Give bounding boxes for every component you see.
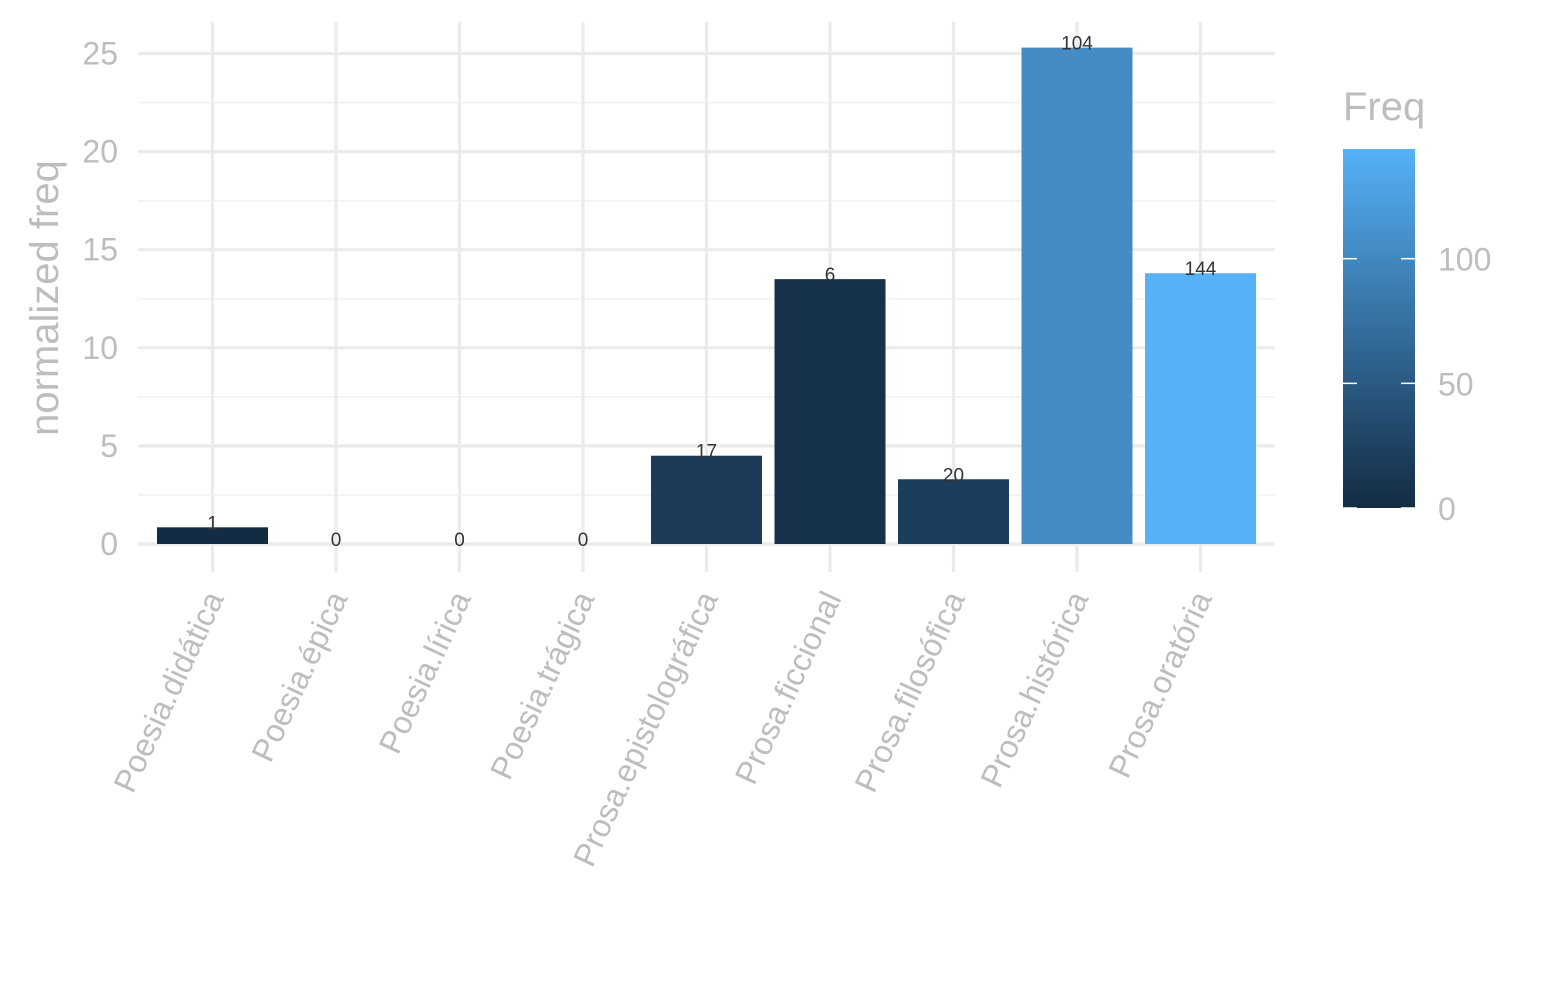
color-legend: Freq 0 50 100: [1343, 85, 1491, 527]
y-tick-label: 5: [100, 428, 118, 464]
x-tick-label: Prosa.oratória: [1101, 586, 1219, 784]
x-tick-label: Poesia.didática: [106, 586, 230, 798]
x-tick-label: Poesia.trágica: [483, 586, 601, 785]
y-tick-label: 25: [82, 36, 118, 72]
bar: [774, 279, 886, 544]
y-axis-title: normalized freq: [23, 160, 67, 436]
y-tick-label: 15: [82, 232, 118, 268]
legend-colorbar: [1343, 149, 1415, 508]
data-label: 6: [825, 265, 836, 286]
data-label: 17: [696, 442, 717, 463]
x-tick-label: Prosa.ficcional: [728, 586, 849, 790]
y-axis: 0 5 10 15 20 25: [82, 36, 118, 563]
data-label: 144: [1185, 259, 1217, 280]
x-tick-label: Prosa.histórica: [973, 586, 1095, 793]
x-tick-label: Poesia.lírica: [372, 586, 478, 759]
x-axis: Poesia.didática Poesia.épica Poesia.lírica…: [106, 586, 1218, 872]
data-labels-layer: 1 0 0 0 17 6 20 104 144: [207, 34, 1217, 551]
bar: [1145, 273, 1256, 544]
x-tick-label: Poesia.épica: [244, 586, 354, 767]
x-tick-label: Prosa.filosófica: [848, 586, 972, 798]
y-tick-label: 10: [82, 330, 118, 366]
x-tick-label: Prosa.epistolográfica: [566, 586, 725, 872]
legend-tick-label: 50: [1438, 366, 1474, 402]
legend-tick-label: 0: [1438, 491, 1456, 527]
data-label: 0: [454, 530, 465, 551]
legend-title: Freq: [1343, 85, 1425, 129]
data-label: 20: [943, 465, 964, 486]
data-label: 0: [331, 530, 342, 551]
bar: [651, 455, 762, 544]
legend-tick-label: 100: [1438, 242, 1491, 278]
bars-layer: [157, 47, 1256, 544]
y-tick-label: 0: [100, 526, 118, 562]
data-label: 0: [578, 530, 589, 551]
bar: [1021, 47, 1133, 544]
bar: [898, 479, 1009, 544]
y-tick-label: 20: [82, 134, 118, 170]
bar: [157, 527, 268, 544]
data-label: 104: [1061, 34, 1093, 55]
data-label: 1: [207, 513, 218, 534]
